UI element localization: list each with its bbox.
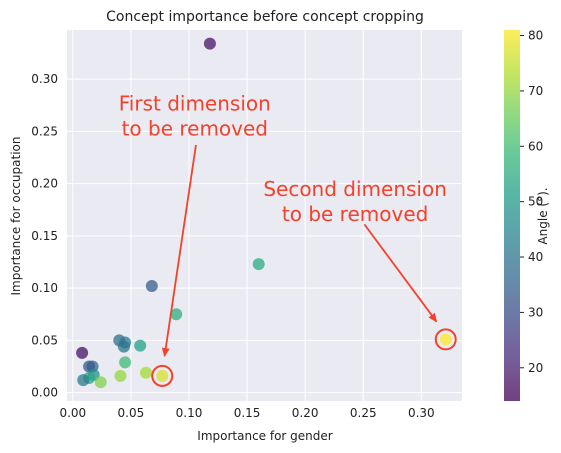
y-tick-label: 0.25 — [31, 124, 58, 138]
data-points — [76, 37, 457, 389]
data-point — [203, 37, 216, 50]
chart-title: Concept importance before concept croppi… — [106, 9, 424, 25]
y-tick-label: 0.15 — [31, 229, 58, 243]
x-tick-label: 0.15 — [234, 406, 261, 420]
colorbar-tick-label: 70 — [528, 84, 543, 98]
data-point — [134, 339, 147, 352]
colorbar-tick-label: 40 — [528, 250, 543, 264]
x-tick-label: 0.00 — [59, 406, 86, 420]
y-tick-label: 0.30 — [31, 72, 58, 86]
colorbar-tick-label: 80 — [528, 29, 543, 43]
y-tick-label: 0.20 — [31, 177, 58, 191]
annotation-text: First dimension to be removed — [119, 91, 271, 140]
data-point — [76, 346, 89, 359]
colorbar-tick-label: 60 — [528, 139, 543, 153]
colorbar-label: Angle (°). — [536, 187, 550, 244]
x-tick-label: 0.10 — [176, 406, 203, 420]
data-point — [145, 280, 158, 293]
y-axis-label: Importance for occupation — [9, 137, 23, 296]
x-tick-label: 0.20 — [292, 406, 319, 420]
y-tick-label: 0.00 — [31, 386, 58, 400]
x-tick-label: 0.05 — [118, 406, 145, 420]
x-axis-label: Importance for gender — [197, 429, 333, 443]
data-point — [170, 308, 183, 321]
colorbar-ticks: 20 30 40 50 60 70 80 — [520, 29, 543, 375]
data-point — [77, 374, 90, 387]
data-point — [439, 333, 452, 346]
annotation-line: to be removed — [122, 116, 268, 140]
colorbar-tick-label: 20 — [528, 361, 543, 375]
data-point — [156, 369, 169, 382]
colorbar-tick-label: 30 — [528, 305, 543, 319]
plot-area — [67, 30, 462, 401]
annotation-arrow — [363, 223, 438, 323]
annotation-line: to be removed — [282, 202, 428, 226]
colorbar-tick-label: 50 — [528, 195, 543, 209]
annotation-arrow — [161, 144, 197, 358]
y-tick-label: 0.10 — [31, 281, 58, 295]
data-point — [117, 340, 130, 353]
colorbar — [504, 30, 520, 401]
highlight-ring — [151, 364, 174, 387]
x-tick-label: 0.30 — [408, 406, 435, 420]
annotation-line: Second dimension — [263, 177, 447, 201]
x-tick-label: 0.25 — [350, 406, 377, 420]
data-point — [140, 366, 152, 379]
annotation-text: Second dimension to be removed — [263, 177, 447, 226]
data-point — [119, 356, 132, 369]
annotation-line: First dimension — [119, 91, 271, 115]
y-tick-label: 0.05 — [31, 333, 58, 347]
highlight-ring — [434, 328, 457, 351]
grid-lines — [67, 30, 462, 401]
data-point — [114, 369, 127, 382]
y-axis-ticks: 0.00 0.05 0.10 0.15 0.20 0.25 0.30 — [31, 72, 58, 400]
x-axis-ticks: 0.00 0.05 0.10 0.15 0.20 0.25 0.30 — [59, 406, 434, 420]
data-point — [252, 258, 265, 271]
data-point — [94, 376, 107, 389]
